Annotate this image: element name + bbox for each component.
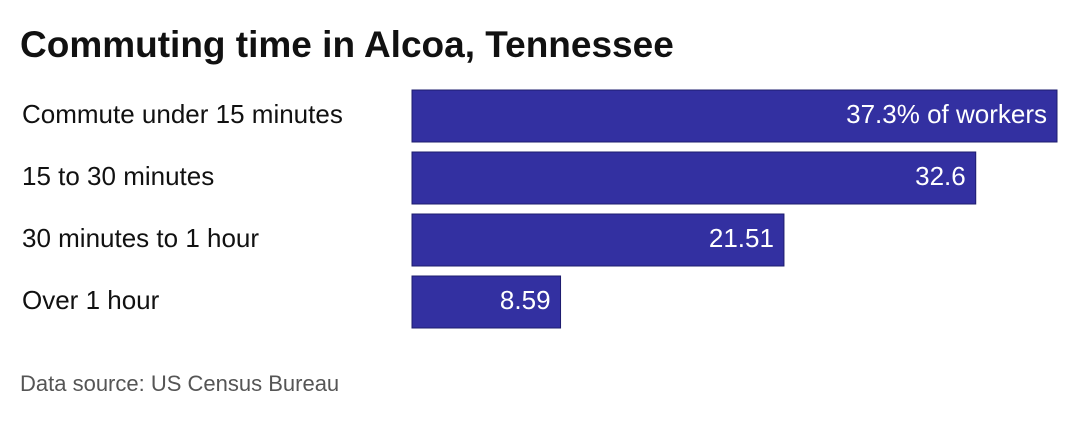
chart-title: Commuting time in Alcoa, Tennessee — [20, 24, 674, 65]
bar — [411, 213, 785, 267]
category-label: 15 to 30 minutes — [22, 161, 214, 191]
category-label: Over 1 hour — [22, 285, 160, 315]
value-label: 8.59 — [500, 285, 551, 315]
category-label: 30 minutes to 1 hour — [22, 223, 259, 253]
bar — [411, 89, 1058, 143]
source-note: Data source: US Census Bureau — [20, 371, 339, 396]
value-label: 37.3% of workers — [846, 99, 1047, 129]
value-label: 21.51 — [709, 223, 774, 253]
value-label: 32.6 — [915, 161, 966, 191]
category-label: Commute under 15 minutes — [22, 99, 343, 129]
bar — [411, 275, 562, 329]
bar — [411, 151, 977, 205]
